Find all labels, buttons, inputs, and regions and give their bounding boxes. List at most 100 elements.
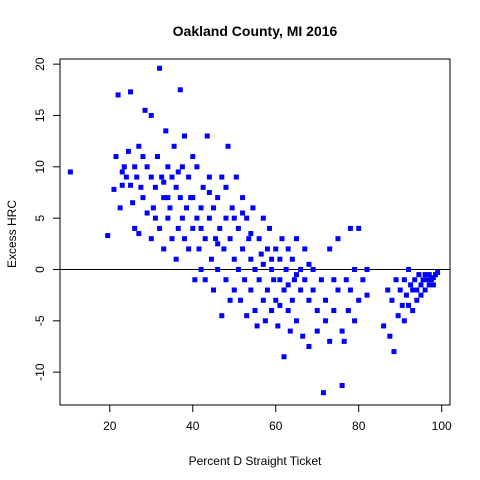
data-point [347, 287, 353, 293]
data-point [198, 266, 204, 272]
data-point [414, 287, 420, 293]
data-point [186, 174, 192, 180]
data-point [144, 164, 150, 170]
data-point [165, 195, 171, 201]
data-point [343, 277, 349, 283]
data-point [289, 256, 295, 262]
data-point [424, 277, 430, 283]
data-point [277, 277, 283, 283]
data-point [381, 323, 387, 329]
data-point [250, 205, 256, 211]
data-point [237, 297, 243, 303]
data-point [298, 287, 304, 293]
data-point [273, 297, 279, 303]
data-point [279, 236, 285, 242]
data-point [293, 236, 299, 242]
data-point [227, 297, 233, 303]
data-point [356, 297, 362, 303]
data-point [418, 282, 424, 288]
data-point [293, 318, 299, 324]
data-point [269, 256, 275, 262]
y-tick-label: 15 [33, 108, 47, 122]
data-point [169, 174, 175, 180]
data-point [184, 205, 190, 211]
data-point [352, 266, 358, 272]
data-point [113, 154, 119, 160]
data-point [157, 225, 163, 231]
data-point [397, 287, 403, 293]
data-point [302, 277, 308, 283]
data-point [314, 328, 320, 334]
data-point [246, 236, 252, 242]
y-axis-label: Excess HRC [5, 200, 19, 268]
data-point [306, 297, 312, 303]
data-point [393, 277, 399, 283]
data-point [235, 266, 241, 272]
data-point [111, 186, 117, 192]
x-axis-label: Percent D Straight Ticket [189, 454, 322, 468]
data-point [285, 282, 291, 288]
data-point [406, 302, 412, 308]
data-point [173, 184, 179, 190]
data-point [310, 266, 316, 272]
data-point [387, 333, 393, 339]
data-point [177, 195, 183, 201]
data-point [175, 225, 181, 231]
data-point [152, 184, 158, 190]
data-point [169, 236, 175, 242]
data-point [117, 205, 123, 211]
data-point [119, 182, 125, 188]
data-point [364, 292, 370, 298]
data-point [418, 292, 424, 298]
data-point [281, 354, 287, 360]
data-point [152, 215, 158, 221]
data-point [194, 215, 200, 221]
data-point [285, 246, 291, 252]
data-point [335, 236, 341, 242]
data-point [248, 256, 254, 262]
y-tick-label: 0 [33, 266, 47, 273]
data-point [416, 272, 422, 278]
data-point [179, 215, 185, 221]
data-point [219, 313, 225, 319]
data-point [121, 164, 127, 170]
data-point [422, 272, 428, 278]
data-point [148, 174, 154, 180]
data-point [323, 297, 329, 303]
data-point [426, 282, 432, 288]
data-point [125, 148, 131, 154]
data-point [231, 256, 237, 262]
x-tick-label: 60 [269, 419, 283, 433]
data-point [248, 287, 254, 293]
data-point [223, 277, 229, 283]
data-point [435, 270, 441, 276]
data-point [345, 308, 351, 314]
data-point [159, 174, 165, 180]
data-point [323, 318, 329, 324]
data-point [229, 205, 235, 211]
data-point [260, 297, 266, 303]
data-point [233, 174, 239, 180]
data-point [171, 143, 177, 149]
y-tick-label: 10 [33, 160, 47, 174]
data-point [206, 189, 212, 195]
data-point [181, 236, 187, 242]
data-point [389, 297, 395, 303]
data-point [300, 333, 306, 339]
data-point [200, 184, 206, 190]
data-point [414, 297, 420, 303]
y-tick-label: -10 [33, 363, 47, 381]
data-point [202, 236, 208, 242]
data-point [231, 287, 237, 293]
data-point [364, 266, 370, 272]
data-point [335, 287, 341, 293]
data-point [225, 143, 231, 149]
data-point [227, 236, 233, 242]
data-point [198, 225, 204, 231]
y-tick-label: 20 [33, 57, 47, 71]
data-point [223, 215, 229, 221]
data-point [339, 382, 345, 388]
data-point [142, 107, 148, 113]
data-point [150, 205, 156, 211]
